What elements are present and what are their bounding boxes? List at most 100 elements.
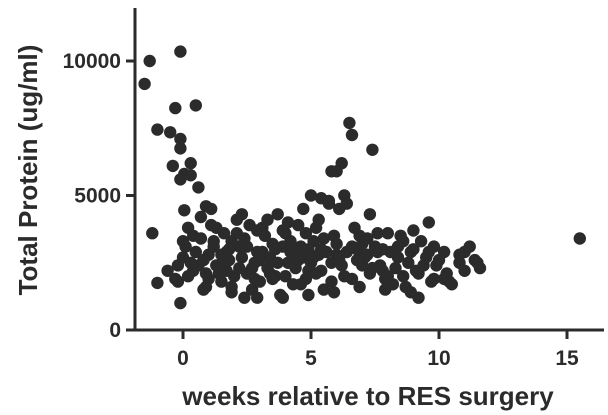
- data-point: [146, 227, 159, 240]
- data-point: [381, 270, 394, 283]
- data-point: [174, 132, 187, 146]
- data-point: [422, 216, 435, 229]
- data-point: [381, 227, 394, 240]
- x-tick-label: 15: [555, 347, 579, 370]
- data-point: [222, 243, 236, 256]
- data-point: [443, 275, 456, 288]
- data-point: [245, 261, 259, 275]
- data-point: [343, 116, 356, 130]
- data-point: [437, 245, 451, 259]
- data-point: [453, 248, 466, 261]
- data-point: [376, 243, 389, 256]
- data-point: [350, 253, 364, 267]
- data-point: [261, 213, 274, 226]
- data-point: [391, 240, 405, 253]
- data-point: [366, 261, 379, 275]
- data-point: [238, 291, 251, 304]
- y-tick-label: 0: [109, 319, 121, 342]
- data-point: [174, 296, 187, 310]
- data-point: [199, 280, 213, 294]
- data-point: [248, 272, 261, 286]
- data-point: [253, 253, 266, 267]
- data-point: [161, 264, 174, 277]
- data-point: [269, 243, 282, 256]
- data-point: [171, 259, 185, 272]
- data-point: [207, 240, 220, 253]
- data-point: [402, 256, 415, 269]
- data-point: [356, 237, 369, 251]
- data-point: [251, 291, 264, 304]
- data-point: [284, 235, 297, 248]
- data-point: [317, 283, 330, 296]
- data-point: [194, 210, 208, 224]
- data-point: [338, 270, 351, 283]
- data-point: [330, 237, 343, 251]
- data-point: [309, 267, 323, 280]
- data-point: [471, 256, 484, 269]
- data-point: [178, 204, 191, 217]
- data-point: [315, 243, 328, 256]
- data-point: [235, 251, 249, 264]
- data-point: [233, 261, 246, 275]
- data-point: [327, 286, 341, 299]
- data-point: [379, 283, 392, 296]
- data-point: [414, 235, 428, 248]
- data-point: [238, 232, 251, 245]
- data-point: [276, 291, 289, 304]
- x-axis-title: weeks relative to RES surgery: [181, 381, 554, 411]
- data-point: [363, 208, 377, 221]
- data-point: [176, 235, 190, 248]
- data-point: [279, 270, 292, 283]
- data-point: [194, 232, 208, 245]
- data-point: [205, 202, 218, 216]
- data-point: [181, 221, 195, 234]
- data-point: [407, 243, 420, 256]
- data-point: [294, 278, 307, 291]
- data-point: [292, 218, 305, 232]
- data-point: [299, 227, 313, 240]
- data-point: [335, 157, 348, 170]
- data-point: [184, 256, 197, 269]
- axis-ticks: 0 5 10 15 0 5000 10000: [63, 50, 579, 370]
- data-point: [151, 276, 164, 290]
- data-point: [143, 54, 156, 68]
- data-point: [174, 173, 187, 186]
- data-point: [322, 197, 336, 210]
- data-point: [225, 286, 238, 299]
- data-point: [281, 216, 295, 229]
- data-point: [271, 208, 284, 221]
- data-point: [302, 288, 315, 302]
- data-points: [138, 45, 586, 310]
- data-point: [304, 189, 318, 202]
- data-point: [164, 126, 177, 139]
- data-point: [404, 286, 417, 299]
- data-point: [197, 253, 210, 267]
- data-point: [189, 99, 202, 112]
- x-tick-label: 5: [305, 347, 317, 370]
- data-point: [299, 248, 313, 261]
- data-point: [317, 232, 330, 245]
- data-point: [166, 159, 179, 173]
- data-point: [458, 264, 471, 277]
- data-point: [169, 101, 182, 115]
- data-point: [330, 248, 343, 261]
- y-tick-label: 10000: [63, 50, 121, 73]
- data-point: [184, 157, 197, 170]
- data-point: [573, 232, 586, 245]
- data-point: [184, 169, 197, 182]
- y-axis-title: Total Protein (ug/ml): [13, 45, 43, 296]
- y-tick-label: 5000: [74, 185, 121, 208]
- data-point: [312, 213, 325, 226]
- data-point: [192, 181, 205, 194]
- x-tick-label: 10: [427, 347, 450, 370]
- data-point: [217, 256, 231, 269]
- data-point: [430, 259, 443, 272]
- data-point: [427, 272, 441, 286]
- data-point: [361, 248, 374, 261]
- data-point: [263, 267, 277, 280]
- data-point: [348, 221, 361, 234]
- data-point: [394, 229, 407, 242]
- data-point: [243, 218, 256, 232]
- data-point: [297, 202, 310, 216]
